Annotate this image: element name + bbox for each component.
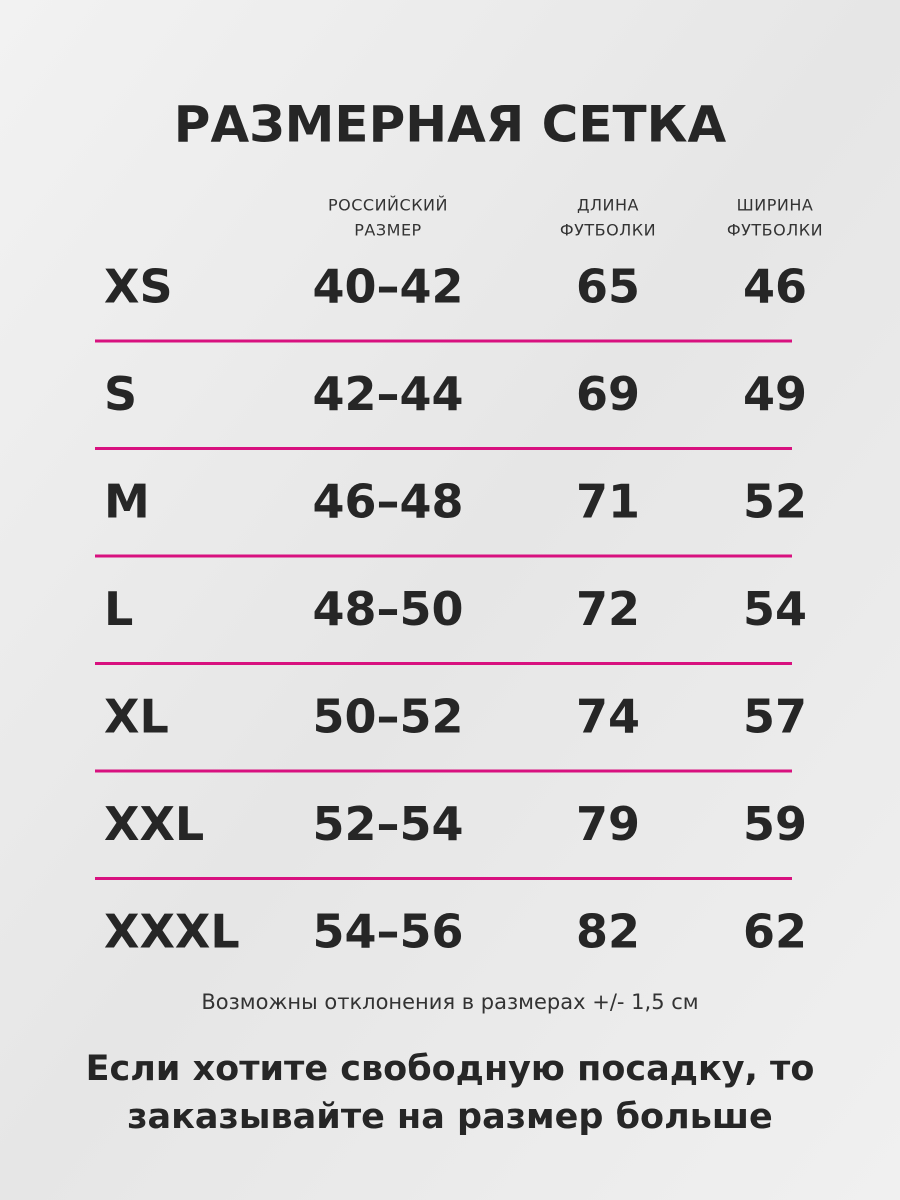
note: Возможны отклонения в размерах +/- 1,5 с…	[201, 990, 698, 1014]
size-label: XXXL	[104, 905, 240, 959]
cell-value: 49	[743, 367, 807, 421]
cell-value: 71	[576, 475, 640, 529]
cell-value: 54–56	[312, 905, 463, 959]
cell-value: 57	[743, 690, 807, 744]
footer-line: заказывайте на размер больше	[127, 1097, 773, 1137]
cell-value: 52–54	[312, 797, 463, 851]
cell-value: 79	[576, 797, 640, 851]
cell-value: 42–44	[312, 367, 463, 421]
cell-value: 52	[743, 475, 807, 529]
cell-value: 82	[576, 905, 640, 959]
cell-value: 69	[576, 367, 640, 421]
title: РАЗМЕРНАЯ СЕТКА	[174, 96, 727, 154]
cell-value: 46	[743, 260, 807, 314]
cell-value: 74	[576, 690, 640, 744]
size-label: M	[104, 475, 150, 529]
size-label: XL	[104, 690, 169, 744]
cell-value: 46–48	[312, 475, 463, 529]
footer-line: Если хотите свободную посадку, то	[86, 1049, 815, 1089]
cell-value: 40–42	[312, 260, 463, 314]
column-header: ФУТБОЛКИ	[560, 221, 656, 240]
column-header: РОССИЙСКИЙ	[328, 196, 448, 215]
column-header: ШИРИНА	[737, 196, 814, 215]
column-header: ФУТБОЛКИ	[727, 221, 823, 240]
size-label: S	[104, 367, 137, 421]
cell-value: 59	[743, 797, 807, 851]
cell-value: 62	[743, 905, 807, 959]
size-label: L	[104, 582, 133, 636]
size-label: XS	[104, 260, 173, 314]
cell-value: 72	[576, 582, 640, 636]
cell-value: 48–50	[312, 582, 463, 636]
column-header: ДЛИНА	[577, 196, 639, 215]
cell-value: 50–52	[312, 690, 463, 744]
cell-value: 65	[576, 260, 640, 314]
cell-value: 54	[743, 582, 807, 636]
size-label: XXL	[104, 797, 204, 851]
column-header: РАЗМЕР	[354, 221, 421, 240]
